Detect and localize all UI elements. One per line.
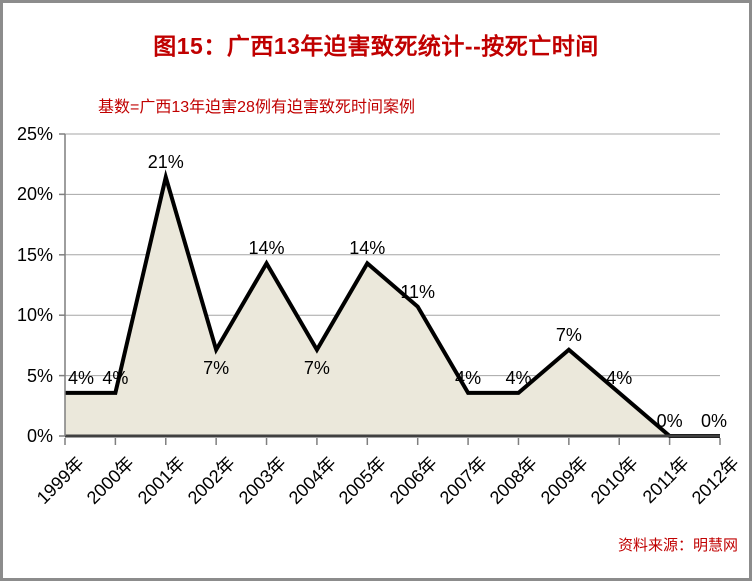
data-label: 4% bbox=[455, 367, 482, 388]
data-label: 11% bbox=[400, 281, 436, 302]
x-axis-label: 2012年 bbox=[687, 452, 743, 509]
x-axis-label: 2001年 bbox=[133, 452, 189, 509]
source-note: 资料来源：明慧网 bbox=[617, 537, 738, 554]
data-label: 4% bbox=[67, 367, 95, 388]
x-axis-label: 2004年 bbox=[284, 452, 340, 509]
data-label: 7% bbox=[203, 357, 230, 378]
data-label: 0% bbox=[656, 411, 683, 431]
data-label: 4% bbox=[606, 367, 633, 388]
y-axis-label: 0% bbox=[26, 426, 53, 446]
plot-area: 0% 5% 10% 15% 20% 25% 1999年 2000年 2001年 2002年 2003… bbox=[17, 125, 743, 508]
y-axis-label: 25% bbox=[16, 124, 53, 144]
x-axis-label: 2011年 bbox=[638, 452, 693, 508]
x-axis-label: 2003年 bbox=[234, 452, 290, 509]
y-axis-label: 5% bbox=[26, 365, 53, 386]
x-axis-label: 2005年 bbox=[335, 452, 391, 509]
axis-ticks bbox=[59, 133, 721, 445]
x-axis-label: 2002年 bbox=[183, 452, 240, 509]
data-line bbox=[65, 169, 720, 438]
chart-title: 图15：广西13年迫害致死统计--按死亡时间 bbox=[153, 33, 599, 59]
y-axis-label: 10% bbox=[16, 305, 53, 326]
data-label: 7% bbox=[303, 357, 330, 378]
x-axis-label: 2000年 bbox=[83, 452, 139, 509]
x-axis-label: 2006年 bbox=[385, 452, 441, 509]
data-label: 7% bbox=[555, 324, 582, 345]
data-label: 0% bbox=[700, 411, 728, 431]
data-label: 21% bbox=[147, 152, 184, 173]
chart-subtitle: 基数=广西13年迫害28例有迫害致死时间案例 bbox=[98, 99, 415, 116]
area-fill bbox=[65, 177, 720, 436]
x-axis-label: 2007年 bbox=[435, 452, 492, 509]
x-axis-label: 2008年 bbox=[486, 452, 542, 509]
data-label: 14% bbox=[248, 238, 285, 259]
data-label: 4% bbox=[102, 367, 129, 388]
x-axis-label: 1999年 bbox=[32, 452, 88, 509]
area-line-plot bbox=[59, 133, 721, 445]
data-label: 4% bbox=[505, 367, 532, 388]
x-axis-label: 2010年 bbox=[587, 452, 643, 509]
y-axis-label: 20% bbox=[16, 184, 53, 205]
data-label: 14% bbox=[349, 238, 386, 259]
x-axis-label: 2009年 bbox=[536, 452, 592, 509]
y-axis-label: 15% bbox=[16, 244, 53, 265]
